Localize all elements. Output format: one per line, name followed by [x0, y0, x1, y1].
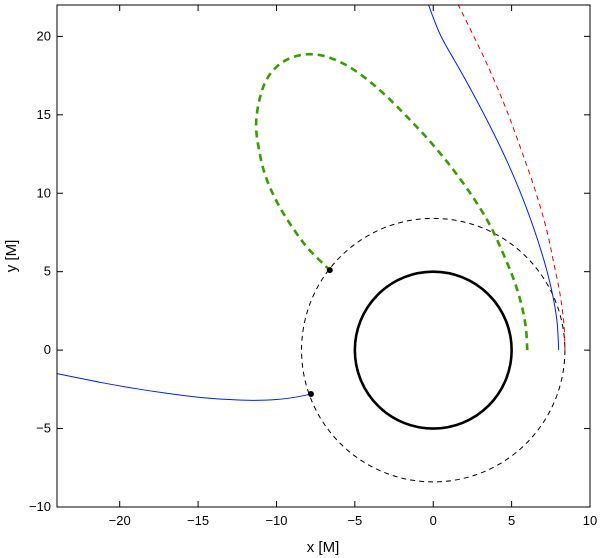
series-line-2	[457, 5, 566, 351]
horizon-circle	[353, 270, 513, 430]
y-tick-label: −10	[29, 499, 51, 514]
x-tick-label: 0	[430, 513, 437, 528]
x-tick-label: −10	[265, 513, 287, 528]
x-tick-label: 10	[583, 513, 597, 528]
y-tick-label: 20	[37, 28, 51, 43]
x-tick-label: −15	[187, 513, 209, 528]
x-tick-label: 5	[508, 513, 515, 528]
x-tick-label: −5	[347, 513, 362, 528]
axes-ticks: −20 −15 −10 −5 0 5 10 −10 −5 0 5 10 15 20	[29, 5, 597, 528]
plot-frame	[56, 4, 591, 508]
y-tick-label: 0	[44, 342, 51, 357]
y-tick-label: 10	[37, 185, 51, 200]
series-line-1	[254, 52, 529, 351]
x-tick-label: −20	[109, 513, 131, 528]
y-tick-label: 5	[44, 264, 51, 279]
plot-content	[57, 5, 566, 483]
y-tick-label: 15	[37, 107, 51, 122]
plot-background	[57, 5, 590, 507]
point-marker-2	[307, 391, 314, 398]
y-tick-label: −5	[36, 421, 51, 436]
x-axis-label: x [M]	[307, 539, 340, 556]
point-marker-1	[326, 267, 333, 274]
series-line-3	[428, 5, 560, 351]
series-line-4	[57, 373, 312, 401]
y-axis-label: y [M]	[3, 240, 20, 273]
